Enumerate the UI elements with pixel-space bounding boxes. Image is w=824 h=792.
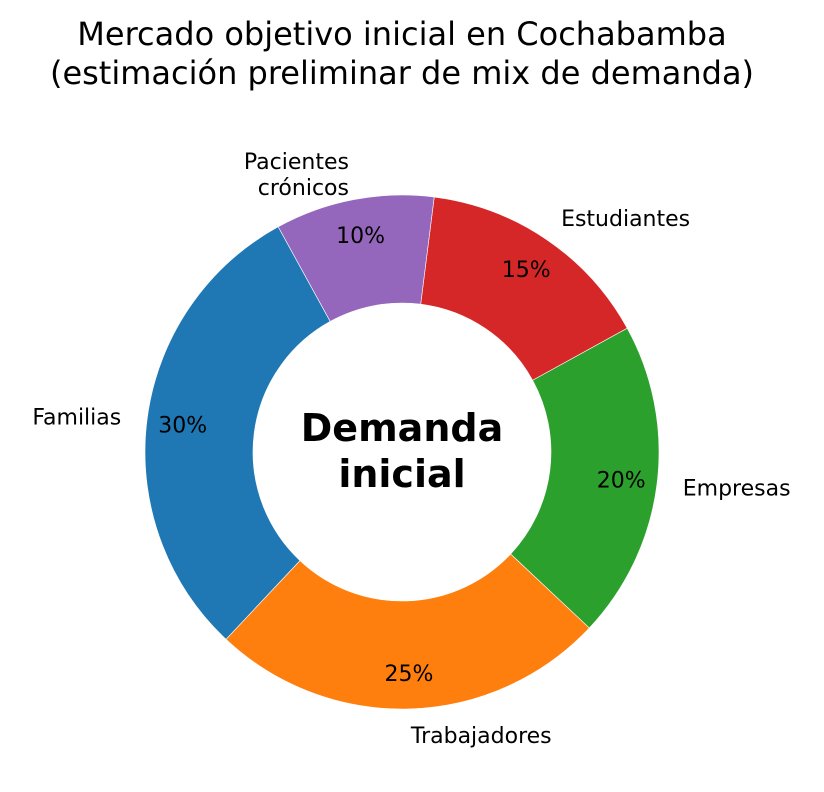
donut-slices (144, 194, 660, 710)
category-label-line: Familias (32, 406, 121, 431)
slice-estudiantes (420, 196, 628, 381)
center-label-line-1: Demanda (301, 406, 503, 450)
pct-label: 20% (597, 469, 646, 494)
pct-label: 15% (502, 258, 551, 283)
category-label: Familias (32, 406, 121, 431)
slice-pacientes-crnicos (277, 194, 435, 322)
chart-title-line-2: (estimación preliminar de mix de demanda… (50, 54, 754, 92)
category-label-line: Trabajadores (410, 724, 552, 749)
pct-label: 30% (158, 413, 207, 438)
slice-trabajadores (225, 553, 590, 710)
chart-title: Mercado objetivo inicial en Cochabamba(e… (50, 15, 754, 92)
slice-empresas (510, 327, 660, 629)
category-label: Empresas (683, 476, 791, 501)
slice-familias (144, 226, 331, 640)
pct-label: 25% (384, 662, 433, 687)
category-label: Trabajadores (410, 724, 552, 749)
chart-title-line-1: Mercado objetivo inicial en Cochabamba (77, 15, 726, 53)
category-label-line: Estudiantes (561, 207, 690, 232)
category-label-line: crónicos (258, 176, 349, 201)
pct-label: 10% (336, 224, 385, 249)
category-label: Estudiantes (561, 207, 690, 232)
category-label-line: Empresas (683, 476, 791, 501)
category-labels: Familias Trabajadores Empresas Estudiantes P… (32, 150, 790, 749)
center-label-line-2: inicial (338, 452, 465, 496)
category-label-line: Pacientes (244, 150, 349, 175)
percentage-labels: 30% 25% 20% 15% 10% (158, 224, 645, 687)
